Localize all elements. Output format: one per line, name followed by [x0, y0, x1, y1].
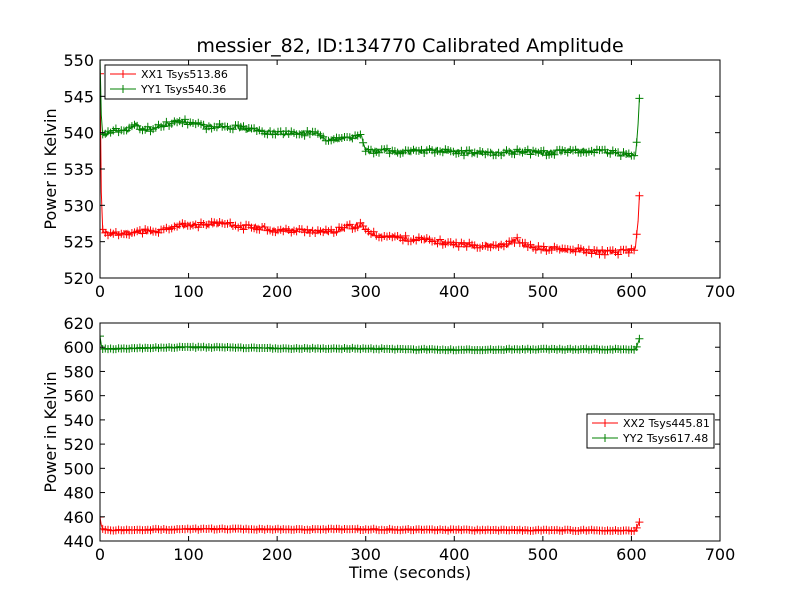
y-tick-label: 460 — [63, 508, 94, 527]
legend-entry: YY1 Tsys540.36 — [140, 83, 226, 96]
series-markers-2 — [100, 60, 644, 160]
legend-entry: XX1 Tsys513.86 — [141, 68, 228, 81]
x-tick-label: 0 — [95, 282, 105, 301]
y-tick-label: 600 — [63, 338, 94, 357]
bottom-chart: 0 100 200 300 400 500 600 700 440 460 480 500 520 540… — [41, 314, 735, 582]
x-tick-label: 100 — [173, 545, 204, 564]
axes-frame — [99, 322, 721, 542]
legend-entry: YY2 Tsys617.48 — [622, 432, 708, 445]
x-tick-label: 100 — [173, 282, 204, 301]
legend-box — [586, 413, 715, 449]
x-tick-label: 600 — [616, 545, 647, 564]
x-tick-label: 300 — [350, 545, 381, 564]
x-tick-label: 400 — [439, 282, 470, 301]
y-tick-label: 480 — [63, 484, 94, 503]
series-1 — [100, 513, 644, 536]
x-tick-label: 500 — [528, 545, 559, 564]
legend-swatch-marker — [119, 70, 127, 78]
y-tick-label: 500 — [63, 459, 94, 478]
top-chart: messier_82, ID:134770 Calibrated Amplitu… — [41, 35, 735, 301]
y-tick-label: 550 — [63, 51, 94, 70]
y-tick-label: 520 — [63, 435, 94, 454]
y-tick-label: 535 — [63, 160, 94, 179]
x-tick-label: 600 — [616, 282, 647, 301]
series-2 — [100, 332, 644, 355]
series-markers-2 — [100, 332, 644, 355]
y-tick-label: 580 — [63, 362, 94, 381]
legend-box — [104, 64, 248, 100]
series-markers-1 — [100, 513, 644, 536]
y-tick-label: 520 — [63, 269, 94, 288]
x-tick-label: 200 — [262, 545, 293, 564]
legend: XX1 Tsys513.86 YY1 Tsys540.36 — [104, 64, 248, 100]
chart-title: messier_82, ID:134770 Calibrated Amplitu… — [196, 35, 623, 57]
legend-entry: XX2 Tsys445.81 — [623, 417, 710, 430]
y-axis-label: Power in Kelvin — [41, 371, 60, 492]
y-tick-label: 560 — [63, 387, 94, 406]
y-tick-label: 530 — [63, 196, 94, 215]
series-1 — [100, 69, 644, 259]
series-markers-1 — [100, 69, 644, 259]
y-tick-label: 620 — [63, 314, 94, 333]
series-2 — [100, 60, 644, 160]
x-tick-label: 300 — [350, 282, 381, 301]
y-axis-label: Power in Kelvin — [41, 108, 60, 229]
legend-swatch-marker — [601, 419, 609, 427]
y-tick-label: 540 — [63, 411, 94, 430]
x-tick-label: 200 — [262, 282, 293, 301]
x-tick-label: 400 — [439, 545, 470, 564]
x-tick-label: 0 — [95, 545, 105, 564]
legend-swatch-marker — [119, 85, 127, 93]
x-tick-label: 700 — [705, 282, 736, 301]
x-tick-label: 700 — [705, 545, 736, 564]
y-tick-label: 440 — [63, 532, 94, 551]
legend-swatch-marker — [601, 434, 609, 442]
x-axis-label: Time (seconds) — [348, 563, 471, 582]
legend: XX2 Tsys445.81 YY2 Tsys617.48 — [586, 413, 715, 449]
y-tick-label: 540 — [63, 124, 94, 143]
x-tick-label: 500 — [528, 282, 559, 301]
y-tick-label: 525 — [63, 233, 94, 252]
y-tick-label: 545 — [63, 87, 94, 106]
